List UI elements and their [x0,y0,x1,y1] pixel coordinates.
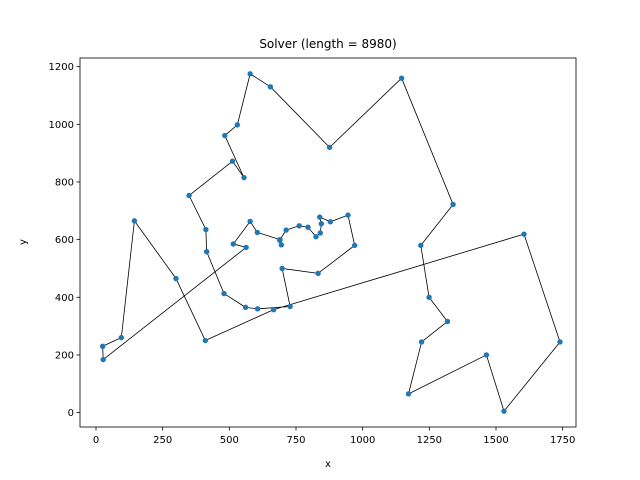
plot-frame [79,57,577,428]
city-point-41 [501,408,507,414]
city-point-7 [283,227,289,233]
city-point-6 [277,237,283,243]
x-tick-label: 1000 [350,435,375,446]
city-point-27 [241,174,247,181]
city-point-3 [254,229,261,236]
city-point-33 [398,75,405,81]
x-axis: 0 250 500 750 1000 1250 1500 1750 [93,427,575,446]
city-point-21 [242,304,249,311]
city-point-24 [203,226,209,233]
city-point-49 [99,343,106,349]
city-point-28 [222,132,228,139]
city-point-43 [521,231,527,237]
city-point-20 [254,306,261,312]
y-axis-label: y [18,239,29,245]
city-point-16 [351,242,358,249]
y-axis: 0 200 400 600 800 1000 1200 [49,62,80,419]
marker-layer [99,71,563,414]
x-tick-label: 1250 [417,435,442,446]
city-point-12 [318,221,325,227]
x-tick-label: 250 [153,435,172,446]
city-point-32 [326,144,333,151]
city-point-5 [278,242,285,248]
city-point-31 [267,84,274,90]
city-point-38 [418,339,425,345]
x-tick-label: 0 [93,435,99,446]
city-point-45 [202,337,209,344]
city-point-19 [287,303,293,310]
y-tick-label: 800 [55,177,74,188]
city-point-17 [315,270,321,277]
city-point-0 [243,244,249,251]
y-tick-label: 600 [55,235,74,246]
city-point-35 [418,242,424,249]
city-point-30 [247,71,253,77]
chart-title: Solver (length = 8980) [259,37,396,51]
city-point-13 [317,214,323,220]
x-tick-label: 1750 [550,435,575,446]
route-layer [102,73,561,412]
city-point-26 [229,158,236,164]
city-point-10 [313,234,319,240]
y-tick-label: 1200 [49,62,74,73]
city-point-25 [186,192,192,199]
y-tick-label: 0 [68,408,74,419]
city-point-9 [305,224,311,230]
city-point-46 [173,275,179,282]
y-tick-label: 400 [55,293,74,304]
city-point-36 [426,294,432,300]
city-point-8 [296,223,302,229]
city-point-44 [270,306,277,313]
city-point-39 [405,391,412,397]
city-point-40 [483,352,490,358]
x-tick-label: 1500 [483,435,508,446]
city-point-1 [230,241,237,247]
city-point-50 [100,356,106,363]
city-point-34 [450,201,456,208]
route-line-0 [102,73,561,412]
city-point-2 [247,218,253,225]
city-point-22 [221,290,227,297]
city-point-37 [444,318,451,325]
city-point-11 [317,230,323,236]
city-point-14 [327,219,334,225]
x-tick-label: 750 [286,435,305,446]
city-point-18 [279,265,285,272]
x-axis-label: x [325,459,331,470]
city-point-23 [203,249,210,255]
city-point-29 [234,122,241,128]
y-tick-label: 1000 [49,120,74,131]
y-tick-label: 200 [55,350,74,361]
city-point-47 [131,218,138,224]
city-point-15 [345,212,351,218]
x-tick-label: 500 [220,435,239,446]
city-point-42 [557,339,563,345]
city-point-48 [118,334,125,341]
